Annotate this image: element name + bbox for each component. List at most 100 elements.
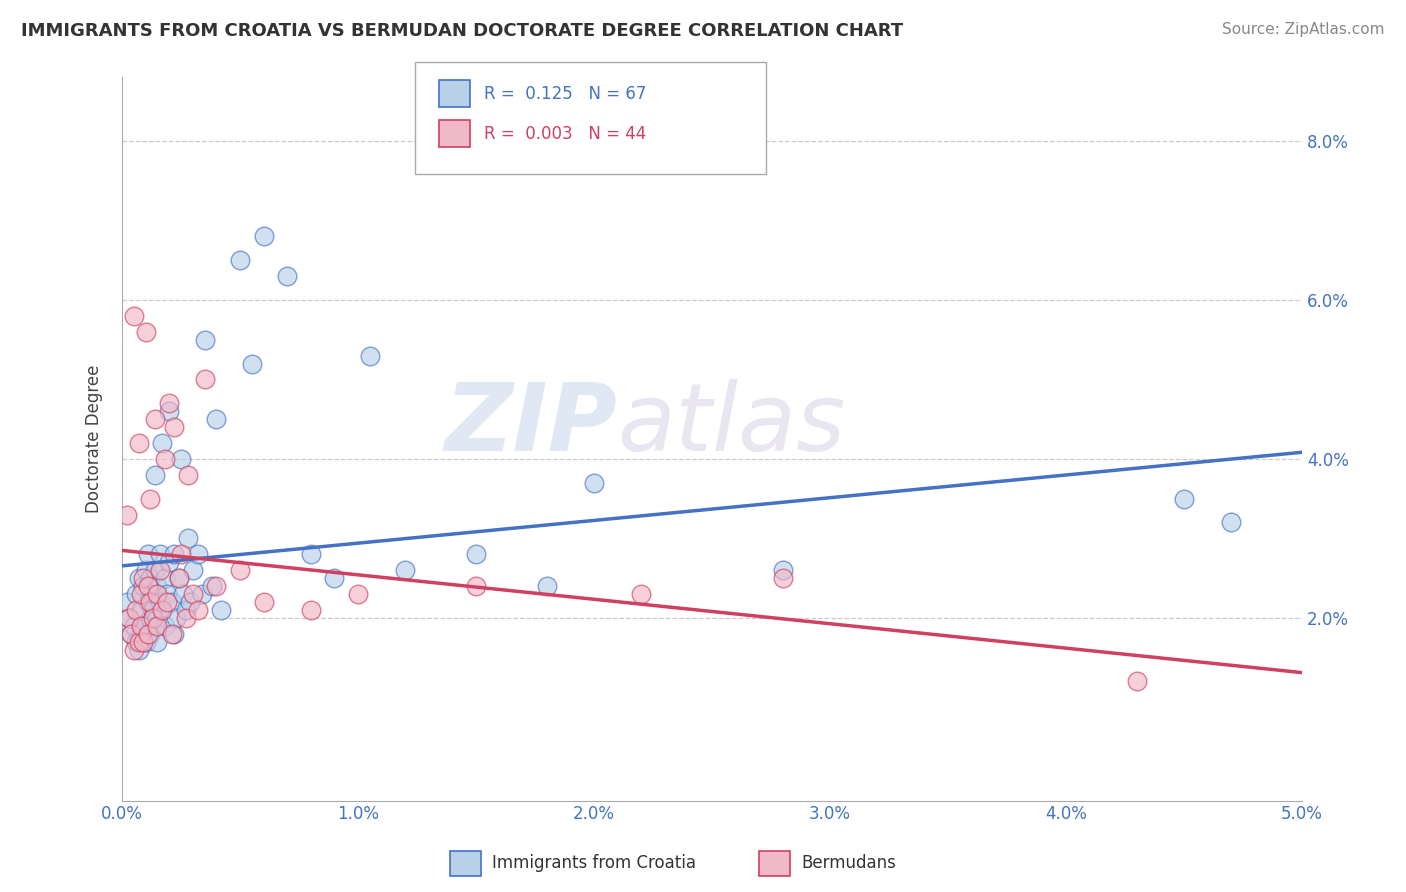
Point: [160, 626, 183, 640]
Text: IMMIGRANTS FROM CROATIA VS BERMUDAN DOCTORATE DEGREE CORRELATION CHART: IMMIGRANTS FROM CROATIA VS BERMUDAN DOCT…: [21, 22, 903, 40]
Point: [129, 587, 152, 601]
Point: [128, 642, 150, 657]
Point: [156, 587, 179, 601]
Point: [132, 619, 155, 633]
Point: [139, 491, 162, 506]
Point: [153, 571, 176, 585]
Point: [125, 603, 148, 617]
Point: [177, 467, 200, 482]
Point: [121, 626, 143, 640]
Point: [165, 611, 187, 625]
Text: Immigrants from Croatia: Immigrants from Croatia: [492, 855, 696, 872]
Point: [150, 603, 173, 617]
Point: [179, 595, 201, 609]
Point: [118, 611, 141, 625]
Point: [181, 587, 204, 601]
Point: [122, 619, 145, 633]
Point: [323, 571, 346, 585]
Point: [139, 571, 162, 585]
Point: [170, 547, 193, 561]
Point: [187, 547, 209, 561]
Text: Source: ZipAtlas.com: Source: ZipAtlas.com: [1222, 22, 1385, 37]
Point: [149, 563, 172, 577]
Text: R =  0.003   N = 44: R = 0.003 N = 44: [484, 125, 645, 143]
Point: [157, 396, 180, 410]
Point: [153, 451, 176, 466]
Point: [115, 508, 138, 522]
Point: [160, 595, 183, 609]
Point: [191, 587, 214, 601]
Point: [194, 372, 217, 386]
Point: [153, 619, 176, 633]
Point: [135, 634, 157, 648]
Point: [136, 595, 159, 609]
Point: [132, 634, 155, 648]
Point: [253, 595, 276, 609]
Point: [209, 603, 232, 617]
Point: [132, 579, 155, 593]
Point: [149, 547, 172, 561]
Point: [143, 619, 166, 633]
Point: [170, 451, 193, 466]
Point: [129, 626, 152, 640]
Point: [465, 579, 488, 593]
Point: [157, 404, 180, 418]
Point: [276, 269, 298, 284]
Text: R =  0.125   N = 67: R = 0.125 N = 67: [484, 85, 645, 103]
Point: [125, 634, 148, 648]
Point: [135, 563, 157, 577]
Text: atlas: atlas: [617, 379, 846, 470]
Point: [135, 325, 157, 339]
Point: [139, 611, 162, 625]
Point: [129, 619, 152, 633]
Point: [205, 412, 228, 426]
Point: [630, 587, 652, 601]
Point: [146, 587, 169, 601]
Point: [156, 595, 179, 609]
Point: [465, 547, 488, 561]
Point: [143, 467, 166, 482]
Point: [167, 571, 190, 585]
Point: [174, 611, 197, 625]
Point: [122, 642, 145, 657]
Point: [201, 579, 224, 593]
Point: [394, 563, 416, 577]
Point: [1126, 674, 1149, 689]
Point: [359, 349, 381, 363]
Point: [240, 357, 263, 371]
Point: [163, 547, 186, 561]
Point: [174, 603, 197, 617]
Point: [163, 420, 186, 434]
Text: Bermudans: Bermudans: [801, 855, 896, 872]
Point: [115, 595, 138, 609]
Point: [163, 626, 186, 640]
Point: [167, 571, 190, 585]
Point: [142, 603, 165, 617]
Point: [142, 587, 165, 601]
Point: [299, 547, 322, 561]
Point: [146, 611, 169, 625]
Point: [772, 563, 794, 577]
Text: ZIP: ZIP: [444, 378, 617, 471]
Y-axis label: Doctorate Degree: Doctorate Degree: [86, 365, 103, 513]
Point: [253, 229, 276, 244]
Point: [143, 412, 166, 426]
Point: [187, 603, 209, 617]
Point: [125, 587, 148, 601]
Point: [1173, 491, 1195, 506]
Point: [299, 603, 322, 617]
Point: [136, 547, 159, 561]
Point: [536, 579, 558, 593]
Point: [772, 571, 794, 585]
Point: [146, 619, 169, 633]
Point: [150, 603, 173, 617]
Point: [142, 611, 165, 625]
Point: [229, 253, 252, 268]
Point: [149, 595, 172, 609]
Point: [347, 587, 370, 601]
Point: [229, 563, 252, 577]
Point: [1220, 516, 1243, 530]
Point: [136, 626, 159, 640]
Point: [181, 563, 204, 577]
Point: [150, 436, 173, 450]
